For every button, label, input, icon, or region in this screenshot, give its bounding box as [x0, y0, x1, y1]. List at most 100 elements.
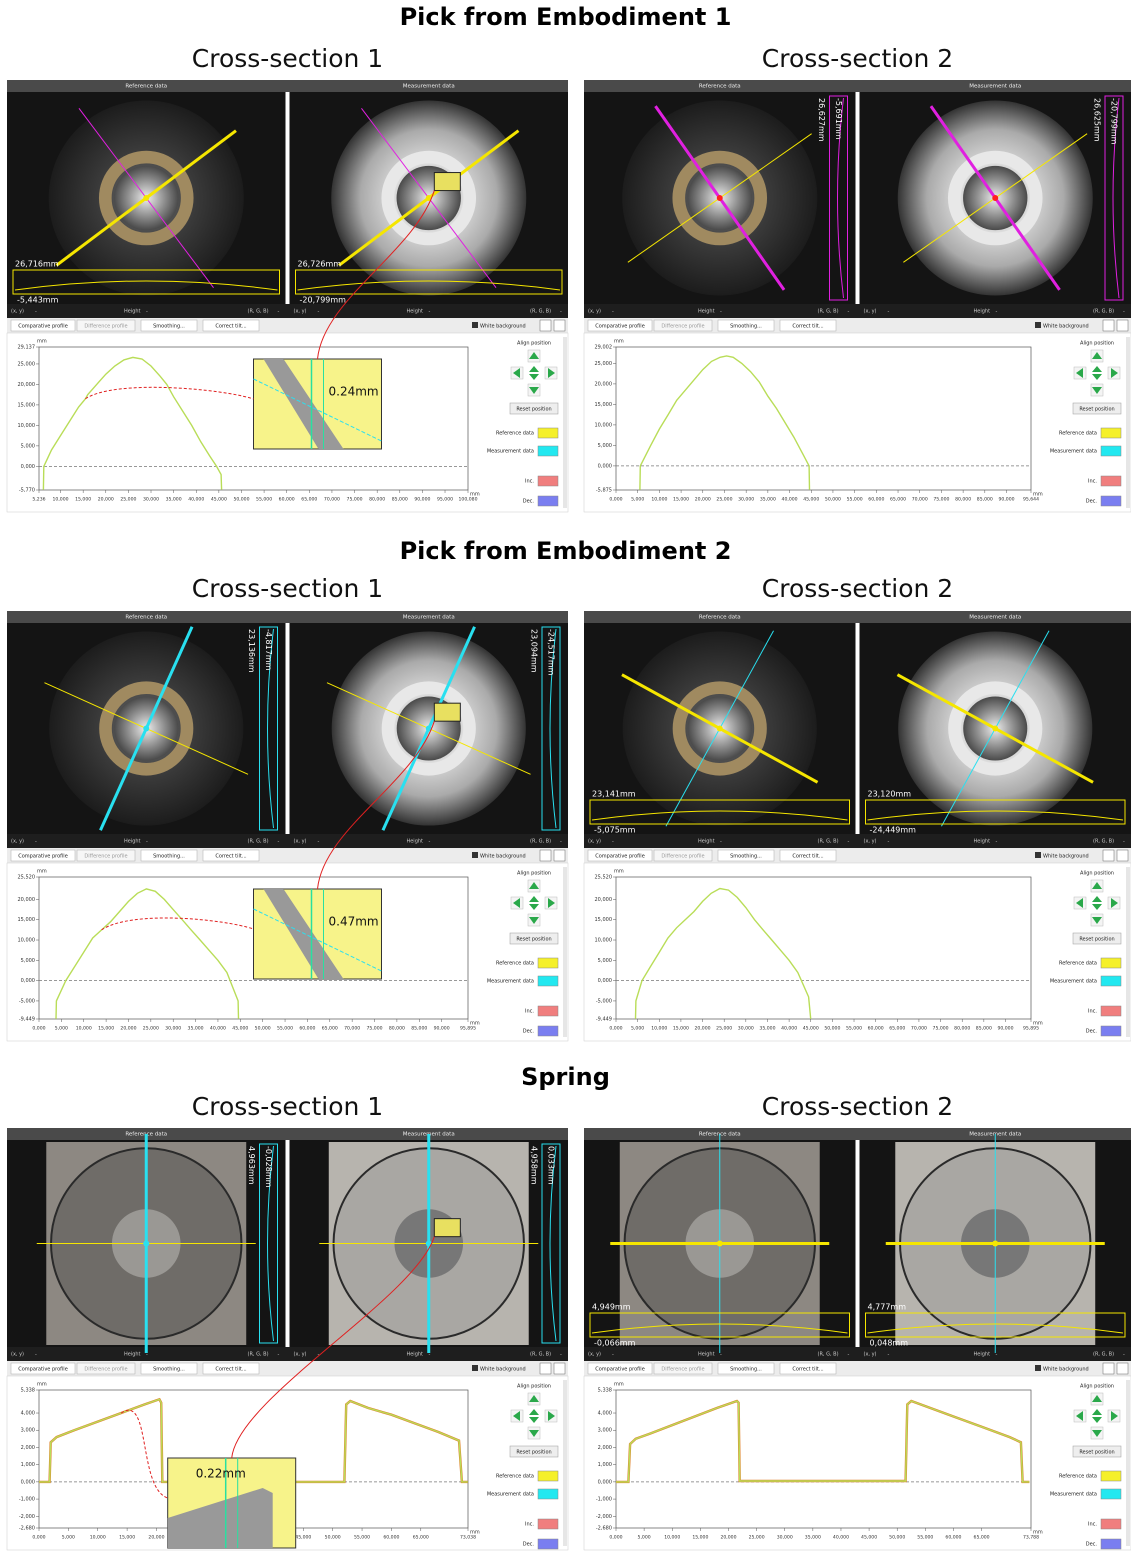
y-tick-label: 25,520	[18, 875, 36, 881]
checkbox-label: White background	[1043, 324, 1089, 330]
x-tick-label: 5,236	[32, 497, 45, 503]
x-tick-label: 50,000	[325, 1535, 341, 1541]
status-value: -	[888, 839, 890, 845]
panel-title: Cross-section 2	[762, 574, 953, 603]
btn-smoothing-text: Smoothing...	[153, 1367, 185, 1373]
status-label: Height	[124, 1352, 141, 1358]
tab-comparative-text: Comparative profile	[18, 324, 68, 330]
x-tick-label: 15,000	[673, 1026, 689, 1032]
legend-label: Inc.	[1088, 479, 1097, 485]
status-label: (x, y)	[294, 1352, 307, 1358]
length-label: 26,627mm	[817, 98, 826, 142]
status-value: -	[888, 309, 890, 315]
panel-header	[584, 1128, 1131, 1140]
x-tick-label: 10,000	[651, 1026, 667, 1032]
btn-min[interactable]	[540, 320, 551, 331]
y-tick-label: 0,000	[598, 1479, 612, 1485]
x-tick-label: 0,000	[32, 1026, 45, 1032]
x-tick-label: 73,038	[460, 1535, 476, 1541]
x-tick-label: 45,000	[295, 1535, 311, 1541]
y-tick-label: 20,000	[595, 381, 613, 387]
status-label: (x, y)	[11, 309, 24, 315]
status-label: Height	[974, 839, 991, 845]
reset-label: Reset position	[516, 937, 551, 943]
length-label: 26,726mm	[298, 260, 342, 269]
status-value: -	[996, 839, 998, 845]
btn-max[interactable]	[554, 850, 565, 861]
x-tick-label: 5,000	[62, 1535, 75, 1541]
view-header: Reference data	[699, 84, 741, 90]
y-unit: mm	[614, 869, 624, 875]
btn-max[interactable]	[554, 1363, 565, 1374]
x-tick-label: 35,000	[166, 497, 182, 503]
legend-swatch	[538, 1539, 558, 1549]
btn-min[interactable]	[1103, 1363, 1114, 1374]
x-tick-label: 45,000	[861, 1535, 877, 1541]
y-tick-label: 10,000	[18, 938, 36, 944]
x-tick-label: 0,000	[32, 1535, 45, 1541]
y-tick-label: 0,000	[598, 463, 612, 469]
checkbox-label: White background	[1043, 854, 1089, 860]
btn-max[interactable]	[1117, 850, 1128, 861]
btn-max[interactable]	[1117, 1363, 1128, 1374]
status-label: (R, G, B)	[530, 1352, 551, 1358]
x-tick-label: 60,000	[868, 1026, 884, 1032]
btn-min[interactable]	[1103, 850, 1114, 861]
x-tick-label: 15,000	[119, 1535, 135, 1541]
legend-swatch	[538, 976, 558, 986]
align-label: Align position	[517, 341, 551, 347]
legend-label: Reference data	[496, 961, 534, 967]
x-tick-label: 35,000	[188, 1026, 204, 1032]
x-tick-label: 10,000	[90, 1535, 106, 1541]
legend-label: Dec.	[523, 499, 535, 505]
y-unit: mm	[614, 1382, 624, 1388]
x-tick-label: 10,000	[651, 497, 667, 503]
x-tick-label: 70,000	[324, 497, 340, 503]
x-tick-label: 20,000	[98, 497, 114, 503]
legend-label: Measurement data	[1050, 1492, 1097, 1498]
x-tick-label: 15,000	[692, 1535, 708, 1541]
x-tick-label: 35,000	[760, 497, 776, 503]
reset-label: Reset position	[1079, 1450, 1114, 1456]
checkbox[interactable]	[1035, 1365, 1041, 1371]
panel-title: Cross-section 1	[192, 1092, 383, 1121]
checkbox[interactable]	[1035, 322, 1041, 328]
btn-min[interactable]	[540, 850, 551, 861]
status-value: -	[720, 309, 722, 315]
status-value: -	[720, 839, 722, 845]
y-tick-label: 29,137	[18, 345, 36, 351]
y-tick-label: 15,000	[595, 402, 613, 408]
status-value: -	[1123, 309, 1125, 315]
legend-swatch	[538, 1026, 558, 1036]
btn-min[interactable]	[1103, 320, 1114, 331]
checkbox[interactable]	[472, 852, 478, 858]
y-tick-label: 4,000	[21, 1411, 35, 1417]
legend-swatch	[538, 1471, 558, 1481]
btn-correct-tilt-text: Correct tilt...	[215, 854, 247, 860]
status-label: Height	[406, 839, 423, 845]
checkbox[interactable]	[1035, 852, 1041, 858]
status-value: -	[146, 309, 148, 315]
x-tick-label: 85,000	[976, 1026, 992, 1032]
y-tick-label: 20,000	[18, 897, 36, 903]
btn-max[interactable]	[554, 320, 565, 331]
y-tick-label: 25,520	[595, 875, 613, 881]
x-tick-label: 25,000	[120, 497, 136, 503]
y-tick-label: 15,000	[18, 917, 36, 923]
status-value: -	[996, 309, 998, 315]
y-tick-label: 10,000	[595, 422, 613, 428]
x-tick-label: 55,000	[354, 1535, 370, 1541]
legend-label: Dec.	[1086, 499, 1098, 505]
btn-max[interactable]	[1117, 320, 1128, 331]
section-center	[143, 195, 149, 201]
y-tick-label: 15,000	[18, 402, 36, 408]
offset-label: 0,048mm	[870, 1339, 909, 1348]
btn-min[interactable]	[540, 1363, 551, 1374]
offset-label: -20,799mm	[300, 296, 347, 305]
checkbox[interactable]	[472, 1365, 478, 1371]
y-tick-label: 25,000	[595, 361, 613, 367]
checkbox[interactable]	[472, 322, 478, 328]
y-tick-label: 0,000	[21, 978, 35, 984]
status-label: (x, y)	[864, 1352, 877, 1358]
legend-label: Dec.	[1086, 1542, 1098, 1548]
